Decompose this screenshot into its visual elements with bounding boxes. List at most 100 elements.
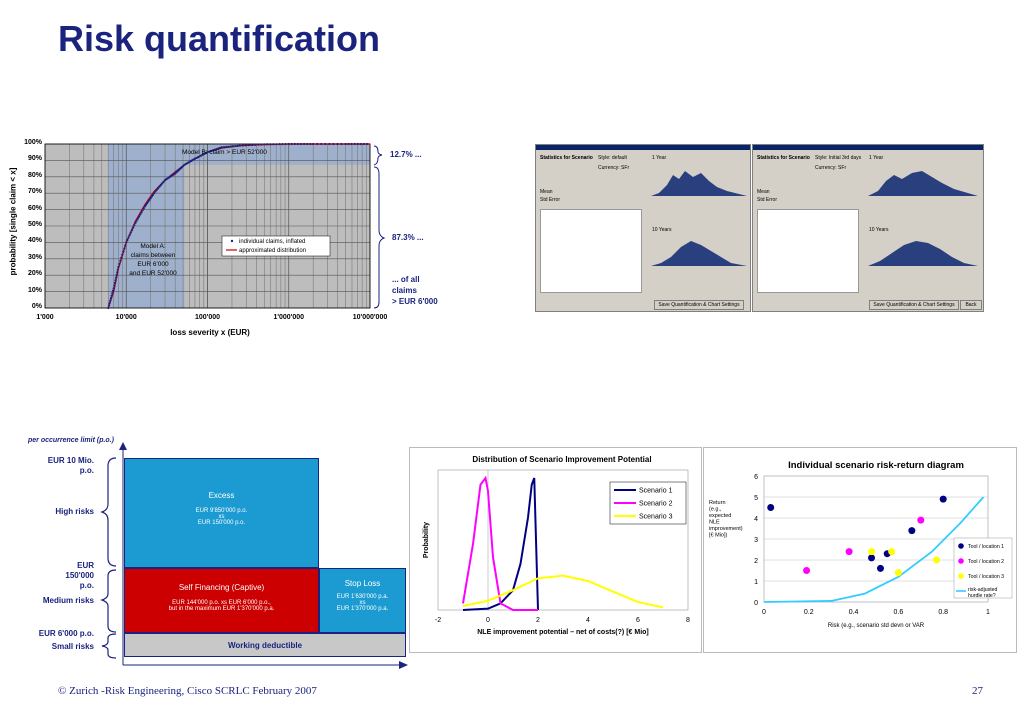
legend-box bbox=[221, 235, 331, 257]
rr-y-tick: 6 bbox=[754, 474, 758, 481]
y-tick: 100% bbox=[24, 139, 42, 146]
distribution-chart: Distribution of Scenario Improvement Pot… bbox=[409, 447, 702, 653]
claim-point bbox=[133, 224, 136, 227]
model-a-label: and EUR 52'000 bbox=[129, 270, 177, 277]
claim-point bbox=[362, 142, 365, 146]
rr-point-3 bbox=[932, 556, 940, 564]
claim-point bbox=[208, 150, 211, 153]
claim-point bbox=[123, 247, 126, 250]
dist-x-tick: 4 bbox=[586, 617, 590, 624]
rr-y-tick: 0 bbox=[754, 600, 758, 607]
claim-point bbox=[146, 201, 149, 205]
x-tick: 10'000'000 bbox=[352, 314, 388, 321]
rr-legend-marker bbox=[958, 558, 964, 564]
rr-x-tick: 1 bbox=[986, 609, 990, 616]
dist-legend-label: Scenario 3 bbox=[639, 514, 673, 521]
y-tick: 30% bbox=[27, 253, 42, 261]
y-tick: 60% bbox=[27, 204, 42, 212]
x-tick: 1'000'000 bbox=[273, 314, 305, 321]
claim-point bbox=[129, 231, 132, 234]
claim-point bbox=[296, 142, 300, 146]
claim-point bbox=[151, 193, 155, 196]
severity-chart: probability [single claim < x] 100% 90% 80… bbox=[0, 132, 460, 342]
rr-y-label: Return bbox=[709, 500, 726, 506]
label-medium-risks: Medium risks bbox=[42, 596, 94, 605]
claim-point bbox=[132, 226, 135, 229]
risk-return-plot: Individual scenario risk-return diagram 0… bbox=[709, 460, 1013, 629]
dialog-2-10years: 10 Years bbox=[869, 227, 889, 233]
page-number: 27 bbox=[972, 685, 983, 697]
excess-line-2: xs bbox=[218, 514, 225, 520]
claim-point bbox=[120, 256, 123, 259]
claim-point bbox=[155, 188, 158, 192]
rr-y-label: NLE bbox=[709, 520, 720, 526]
label-eur6000: EUR 6'000 p.o. bbox=[38, 629, 94, 638]
claim-point bbox=[209, 149, 213, 153]
rr-legend-label: Tool / location 3 bbox=[968, 574, 1004, 580]
claim-point bbox=[344, 142, 347, 146]
dist-legend-label: Scenario 1 bbox=[639, 488, 673, 495]
dist-y-label: Probability bbox=[423, 522, 430, 558]
x-axis-label: loss severity x (EUR) bbox=[170, 328, 250, 337]
claim-point bbox=[263, 143, 266, 146]
claim-point bbox=[281, 142, 284, 146]
claim-point bbox=[136, 217, 139, 220]
rr-point-1 bbox=[876, 564, 884, 572]
layers-header: per occurrence limit (p.o.) bbox=[28, 437, 114, 444]
dist-series-3 bbox=[462, 574, 664, 609]
rr-point-2 bbox=[845, 548, 853, 556]
self-financing-title: Self Financing (Captive) bbox=[178, 583, 265, 592]
risk-return-chart: Individual scenario risk-return diagram 0… bbox=[703, 447, 1017, 653]
claim-point bbox=[162, 180, 165, 183]
claim-point bbox=[109, 297, 113, 300]
dist-x-label: NLE improvement potential – net of costs… bbox=[477, 629, 649, 636]
claim-point bbox=[159, 183, 163, 187]
y-tick: 20% bbox=[27, 270, 42, 278]
dist-x-tick: 0 bbox=[486, 617, 490, 624]
claim-point bbox=[149, 197, 152, 200]
rr-y-tick: 1 bbox=[754, 579, 758, 586]
footer-text: © Zurich -Risk Engineering, Cisco SCRLC … bbox=[58, 685, 317, 697]
claim-point bbox=[116, 268, 119, 271]
claim-point bbox=[134, 221, 137, 224]
x-tick: 10'000 bbox=[115, 314, 137, 321]
claim-point bbox=[227, 145, 230, 148]
claim-point bbox=[222, 145, 226, 149]
claim-point bbox=[332, 142, 335, 146]
stop-loss-line-3: EUR 1'370'000 p.a. bbox=[336, 606, 389, 612]
claim-point bbox=[340, 142, 343, 146]
dialog-1-currency: Currency: SFr bbox=[598, 165, 630, 171]
dialog-2-save-button[interactable]: Save Quantification & Chart Settings bbox=[869, 300, 959, 310]
claim-point bbox=[112, 287, 115, 290]
rr-y-tick: 2 bbox=[754, 558, 758, 565]
claim-point bbox=[336, 142, 339, 146]
claim-point bbox=[154, 190, 157, 193]
dialog-2-style-label: Style: Initial 3rd days bbox=[815, 155, 862, 161]
claim-point bbox=[141, 209, 144, 212]
claim-point bbox=[284, 142, 287, 146]
rr-y-label: [€ Mio]) bbox=[709, 533, 728, 539]
stop-loss-line-1: EUR 1'630'000 p.a. bbox=[336, 594, 389, 600]
scenario-dialog-2: Statistics for Scenario Style: Initial 3… bbox=[752, 144, 984, 312]
claim-point bbox=[122, 250, 125, 253]
y-tick-labels: 100% 90% 80% 70% 60% 50% 40% 30% 20% 10% 0% bbox=[8, 132, 42, 322]
claim-point bbox=[127, 236, 130, 239]
model-a-label: EUR 6'000 bbox=[137, 261, 169, 268]
claim-point bbox=[217, 147, 220, 150]
claim-point bbox=[215, 148, 218, 151]
dialog-2-back-button[interactable]: Back bbox=[960, 300, 982, 310]
claim-point bbox=[128, 233, 131, 237]
brace-label-mid: 87.3% ... bbox=[392, 233, 424, 242]
dialog-1-save-button[interactable]: Save Quantification & Chart Settings bbox=[654, 300, 744, 310]
claim-point bbox=[152, 192, 156, 195]
claim-point bbox=[124, 244, 127, 247]
x-tick: 100'000 bbox=[194, 314, 221, 321]
claim-point bbox=[111, 292, 114, 295]
y-tick: 90% bbox=[27, 155, 42, 163]
claim-point bbox=[116, 271, 119, 274]
working-deductible-label: Working deductible bbox=[227, 641, 303, 650]
rr-point-1 bbox=[908, 527, 916, 535]
y-tick: 50% bbox=[27, 221, 42, 228]
dist-x-tick: 6 bbox=[636, 617, 640, 624]
claim-point bbox=[324, 142, 327, 146]
